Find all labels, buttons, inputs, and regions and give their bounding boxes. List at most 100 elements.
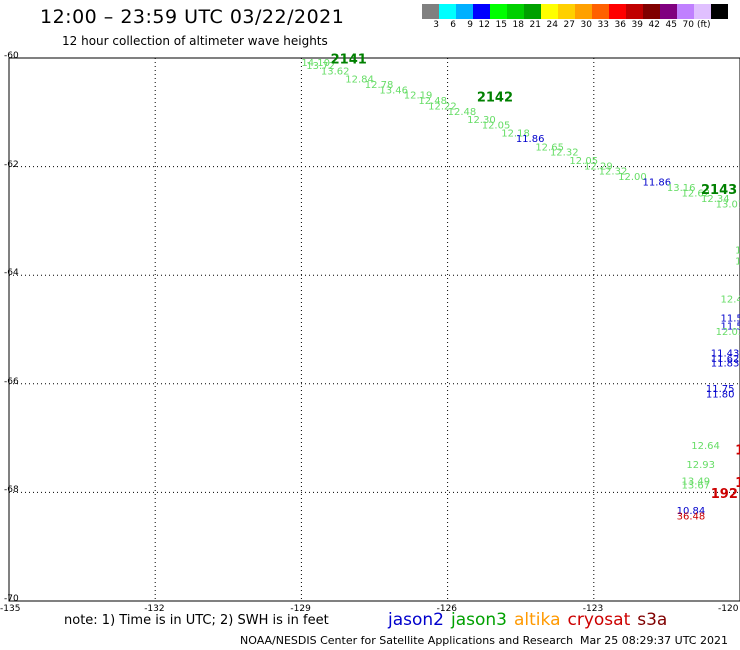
- legend-label: 15: [495, 20, 507, 30]
- swh-value: 11.86: [516, 134, 545, 145]
- swh-value: 12.64: [691, 441, 720, 452]
- latitude-tick-label: -70: [4, 594, 19, 604]
- legend-swatch: [558, 4, 575, 19]
- units-note: note: 1) Time is in UTC; 2) SWH is in fe…: [64, 613, 329, 628]
- legend-label: 42: [648, 20, 660, 30]
- swh-value: 10.84: [677, 506, 706, 517]
- pass-number: 2143: [701, 183, 737, 198]
- legend-label: (ft): [697, 20, 711, 30]
- legend-swatch: [456, 4, 473, 19]
- legend-label: 6: [450, 20, 456, 30]
- pass-number: 2141: [331, 52, 367, 67]
- latitude-tick-label: -60: [4, 51, 19, 61]
- pass-number: 192: [711, 487, 738, 502]
- swh-value: 12.19: [404, 91, 433, 102]
- swh-value: 12.84: [345, 74, 374, 85]
- satellite-cryosat: cryosat: [567, 610, 631, 630]
- legend-label: 18: [512, 20, 524, 30]
- swh-value: 11.43: [711, 349, 740, 360]
- swh-value: 12.4: [721, 294, 740, 305]
- generated-timestamp: Mar 25 08:29:37 UTC 2021: [580, 634, 728, 647]
- legend-swatch: [524, 4, 541, 19]
- swh-value: 11.86: [643, 178, 672, 189]
- legend-label: 27: [563, 20, 575, 30]
- legend-swatch: [677, 4, 694, 19]
- swh-value: 11.80: [706, 389, 735, 400]
- swh-value: 12.03: [716, 327, 740, 338]
- swh-value: 12.32: [599, 167, 628, 178]
- legend-swatch: [711, 4, 728, 19]
- swh-value: 12.48: [448, 107, 477, 118]
- graticule: [9, 58, 740, 601]
- wave-height-legend: 3 6 9 12 15 18 21 24 27 30 33 36 39 42 45 70 (ft): [422, 4, 728, 30]
- legend-swatch: [609, 4, 626, 19]
- swh-value: 12.48: [418, 96, 447, 107]
- swh-value: 11.5: [721, 313, 740, 324]
- legend-color-bar: [422, 4, 728, 19]
- longitude-tick-label: -135: [0, 604, 21, 614]
- longitude-tick-label: -132: [144, 604, 165, 614]
- swh-value: 11.83: [711, 358, 740, 369]
- latitude-tick-label: -68: [4, 485, 19, 496]
- credit-line: NOAA/NESDIS Center for Satellite Applica…: [240, 634, 574, 647]
- swh-value: 12.93: [686, 460, 715, 471]
- swh-value: 12.05: [482, 121, 511, 132]
- legend-swatch: [541, 4, 558, 19]
- pass-number: 19: [735, 443, 740, 458]
- legend-swatch: [422, 4, 439, 19]
- legend-label: 45: [665, 20, 677, 30]
- swh-value: 13.16: [667, 183, 696, 194]
- swh-value: 12.22: [428, 102, 457, 113]
- swh-value: 12.05: [569, 156, 598, 167]
- swh-value: 12.78: [365, 80, 394, 91]
- satellite-legend: jason2 jason3 altika cryosat s3a: [388, 610, 667, 630]
- pass-number: 2142: [477, 90, 513, 105]
- swh-value: 12.18: [501, 129, 530, 140]
- swh-value: 13.49: [682, 476, 711, 487]
- swh-value: 36.48: [677, 512, 706, 523]
- swh-value: 13.46: [379, 85, 408, 96]
- legend-swatch: [592, 4, 609, 19]
- pass-number: 192: [735, 476, 740, 491]
- legend-label: 36: [614, 20, 626, 30]
- latitude-tick-label: -66: [4, 376, 19, 387]
- swh-value: 12.62: [682, 188, 711, 199]
- map-title: 12:00 – 23:59 UTC 03/22/2021: [40, 6, 345, 28]
- swh-value: 12.32: [550, 148, 579, 159]
- latitude-tick-label: -64: [4, 268, 19, 279]
- legend-swatch: [507, 4, 524, 19]
- swh-value: 12.29: [584, 161, 613, 172]
- swh-value: 13.62: [321, 66, 350, 77]
- legend-label: 21: [529, 20, 541, 30]
- legend-label: 12: [478, 20, 490, 30]
- swh-value: 13.72: [306, 61, 335, 72]
- swh-value: 12.65: [535, 142, 564, 153]
- legend-label: 9: [467, 20, 473, 30]
- satellite-s3a: s3a: [637, 610, 668, 630]
- legend-label: 33: [597, 20, 609, 30]
- swh-value: 11.5: [721, 322, 740, 333]
- longitude-tick-label: -120: [718, 604, 739, 614]
- map-subtitle: 12 hour collection of altimeter wave hei…: [62, 34, 328, 48]
- latitude-tick-label: -62: [4, 159, 19, 170]
- satellite-jason2: jason2: [388, 610, 444, 630]
- swh-value: 14.10: [301, 58, 330, 69]
- legend-label: 70: [682, 20, 694, 30]
- swh-value: 13.67: [682, 481, 711, 492]
- satellite-altika: altika: [514, 610, 561, 630]
- legend-label: 39: [631, 20, 643, 30]
- swh-value: 12.34: [701, 194, 730, 205]
- map-frame: [8, 57, 740, 602]
- swh-value: 12.30: [467, 115, 496, 126]
- legend-swatch: [694, 4, 711, 19]
- observation-labels: 14.1013.7213.6212.8412.7813.4612.1912.48…: [301, 58, 740, 522]
- legend-swatch: [643, 4, 660, 19]
- swh-value: 12: [735, 256, 740, 267]
- legend-labels: 3 6 9 12 15 18 21 24 27 30 33 36 39 42 45 70 (ft): [422, 20, 728, 30]
- swh-value: 13.07: [716, 199, 740, 210]
- legend-swatch: [439, 4, 456, 19]
- swh-value: 11.62: [711, 354, 740, 365]
- legend-swatch: [473, 4, 490, 19]
- legend-label: 3: [433, 20, 439, 30]
